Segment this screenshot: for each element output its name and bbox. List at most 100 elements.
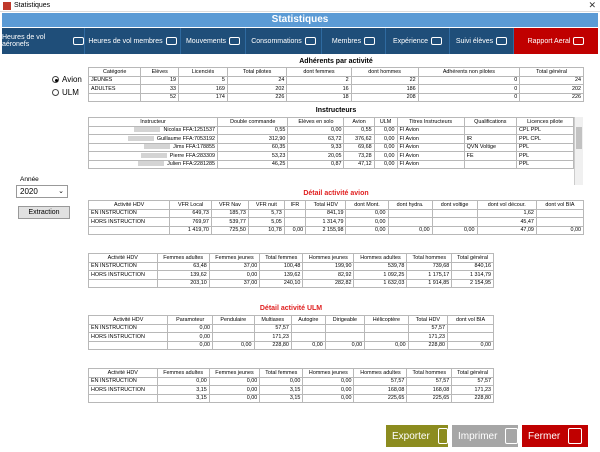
column-header[interactable]: VFR Local xyxy=(169,200,212,210)
column-header[interactable]: Activité HDV xyxy=(87,200,171,210)
column-header[interactable]: dont vol BIA xyxy=(535,200,585,210)
nav-mouvements[interactable]: Mouvements xyxy=(181,28,246,54)
column-header[interactable]: Double commande xyxy=(217,117,289,127)
table-cell: 0,00 xyxy=(431,225,478,235)
column-header[interactable]: Femmes jeunes xyxy=(208,253,261,263)
radio-avion[interactable]: Avion xyxy=(52,75,82,84)
column-header[interactable]: Paramoteur xyxy=(167,315,214,325)
column-header[interactable]: Titres Instructeurs xyxy=(396,117,465,127)
table-cell: 0,00 xyxy=(167,332,214,342)
table-row[interactable]: 52 174 226 18 208 0 226 xyxy=(87,92,584,102)
table-cell xyxy=(290,332,326,342)
nav-heures-membres[interactable]: Heures de vol membres xyxy=(85,28,181,54)
table-row[interactable]: JEUNES 19 5 24 2 22 0 24 xyxy=(87,75,584,85)
column-header[interactable]: Multiaxes xyxy=(253,315,292,325)
column-header[interactable]: Total pilotes xyxy=(226,67,288,77)
extraction-button[interactable]: Extraction xyxy=(18,206,70,219)
column-header[interactable]: Licences pilote xyxy=(515,117,575,127)
column-header[interactable]: Hommes adultes xyxy=(353,253,408,263)
column-header[interactable]: IFR xyxy=(283,200,307,210)
column-header[interactable]: Elèves xyxy=(140,67,180,77)
table-row[interactable]: HORS INSTRUCTION 3,15 0,00 3,15 0,00 168,08 16… xyxy=(88,385,494,395)
column-header[interactable]: dont hommes xyxy=(350,67,419,77)
column-header[interactable]: Activité HDV xyxy=(87,315,169,325)
table-cell: 171,23 xyxy=(451,385,494,395)
column-header[interactable]: Dirigeable xyxy=(324,315,366,325)
column-header[interactable]: dont femmes xyxy=(286,67,352,77)
column-header[interactable]: Autogire xyxy=(290,315,326,325)
close-icon[interactable]: ✕ xyxy=(588,0,596,10)
column-header[interactable]: Hommes jeunes xyxy=(302,253,355,263)
column-header[interactable]: Hélicoptère xyxy=(364,315,409,325)
print-button[interactable]: Imprimer xyxy=(452,425,518,447)
table-row[interactable]: EN INSTRUCTION 0,00 0,00 0,00 0,00 57,57 57,57… xyxy=(88,376,494,386)
close-button[interactable]: Fermer xyxy=(522,425,588,447)
column-header[interactable]: Total général xyxy=(451,253,494,263)
column-header[interactable]: Total HDV xyxy=(305,200,347,210)
column-header[interactable]: dont voltige xyxy=(431,200,478,210)
column-header[interactable]: ULM xyxy=(373,117,398,127)
column-header[interactable]: Total HDV xyxy=(407,315,449,325)
year-select[interactable]: 2020 ⌄ xyxy=(16,185,68,198)
nav-membres[interactable]: Membres xyxy=(322,28,386,54)
table-row[interactable]: HORS INSTRUCTION 0,00 171,23 171,23 xyxy=(87,332,494,342)
table-row[interactable]: 0,00 0,00 228,80 0,00 0,00 0,00 228,80 0,00 xyxy=(87,340,494,350)
table-row[interactable]: HORS INSTRUCTION 769,97 539,77 5,05 1 314,79… xyxy=(87,217,585,227)
table-row[interactable]: 3,15 0,00 3,15 0,00 225,65 225,65 228,80 xyxy=(88,393,494,403)
table-cell: 1 419,70 xyxy=(169,225,212,235)
table-row[interactable]: ADULTES 33 169 202 16 186 0 202 xyxy=(87,84,584,94)
table-row[interactable]: Jims FFA:178855 60,35 9,33 69,68 0,00 FI Avio… xyxy=(87,142,575,152)
table-row[interactable]: Nicolas FFA:1251537 0,55 0,00 0,55 0,00 FI Av… xyxy=(87,125,575,135)
table-row[interactable]: 1 419,70 725,50 10,78 0,00 2 155,98 0,00 0,00 0… xyxy=(87,225,585,235)
nav-rapport-aeral[interactable]: Rapport Aeral xyxy=(514,28,598,54)
column-header[interactable]: Total général xyxy=(519,67,584,77)
scroll-thumb[interactable] xyxy=(576,127,582,149)
column-header[interactable]: Femmes jeunes xyxy=(208,368,261,378)
column-header[interactable]: Hommes jeunes xyxy=(302,368,355,378)
column-header[interactable]: Elèves en solo xyxy=(287,117,345,127)
column-header[interactable]: Licenciés xyxy=(178,67,228,77)
column-header[interactable]: Instructeur xyxy=(87,117,219,127)
export-button[interactable]: Exporter xyxy=(386,425,448,447)
instructeurs-scrollbar[interactable] xyxy=(574,117,583,185)
column-header[interactable]: Total hommes xyxy=(406,253,453,263)
table-row[interactable]: EN INSTRUCTION 63,48 37,00 100,48 199,90 539,… xyxy=(88,261,494,271)
table-row[interactable]: EN INSTRUCTION 0,00 57,57 57,57 xyxy=(87,323,494,333)
column-header[interactable]: Femmes adultes xyxy=(156,368,210,378)
table-cell: 0,00 xyxy=(208,385,261,395)
table-cell: Nicolas FFA:1251537 xyxy=(87,125,219,135)
table-cell: 169 xyxy=(178,84,228,94)
column-header[interactable]: dont vol BIA xyxy=(447,315,494,325)
column-header[interactable]: Activité HDV xyxy=(88,368,158,378)
table-row[interactable]: Julien FFA:2281285 46,25 0,87 47,12 0,00 FI A… xyxy=(87,159,575,169)
column-header[interactable]: dont Mont. xyxy=(345,200,389,210)
column-header[interactable]: Activité HDV xyxy=(88,253,158,263)
nav-experience[interactable]: Expérience xyxy=(386,28,450,54)
column-header[interactable]: Pendulaire xyxy=(212,315,255,325)
column-header[interactable]: Total hommes xyxy=(406,368,453,378)
column-header[interactable]: VFR nuit xyxy=(247,200,285,210)
column-header[interactable]: Total femmes xyxy=(259,368,304,378)
table-cell: EN INSTRUCTION xyxy=(87,323,169,333)
column-header[interactable]: Femmes adultes xyxy=(156,253,210,263)
nav-consommations[interactable]: Consommations xyxy=(246,28,322,54)
column-header[interactable]: VFR Nav xyxy=(210,200,249,210)
nav-heures-aeronefs[interactable]: Heures de vol aéronefs xyxy=(2,28,85,54)
column-header[interactable]: Total général xyxy=(451,368,494,378)
table-row[interactable]: Pierre FFA:283309 53,23 20,05 73,28 0,00 FI A… xyxy=(87,151,575,161)
column-header[interactable]: Total femmes xyxy=(259,253,304,263)
column-header[interactable]: Catégorie xyxy=(87,67,142,77)
table-row[interactable]: EN INSTRUCTION 649,73 185,73 5,73 841,19 0,00… xyxy=(87,208,585,218)
nav-suivi-eleves[interactable]: Suivi élèves xyxy=(450,28,514,54)
table-row[interactable]: 203,10 37,00 240,10 282,82 1 632,03 1 914,85 2… xyxy=(88,278,494,288)
print-label: Imprimer xyxy=(458,430,498,442)
column-header[interactable]: Avion xyxy=(343,117,375,127)
table-row[interactable]: Guillaume FFA:7053192 312,90 63,72 376,62 0,… xyxy=(87,134,575,144)
column-header[interactable]: dont vol décour. xyxy=(476,200,537,210)
column-header[interactable]: Hommes adultes xyxy=(353,368,408,378)
table-row[interactable]: HORS INSTRUCTION 139,62 0,00 139,62 82,92 1 0… xyxy=(88,270,494,280)
radio-ulm[interactable]: ULM xyxy=(52,88,79,97)
column-header[interactable]: Qualifications xyxy=(463,117,517,127)
column-header[interactable]: dont hydra. xyxy=(387,200,433,210)
column-header[interactable]: Adhérents non pilotes xyxy=(417,67,521,77)
